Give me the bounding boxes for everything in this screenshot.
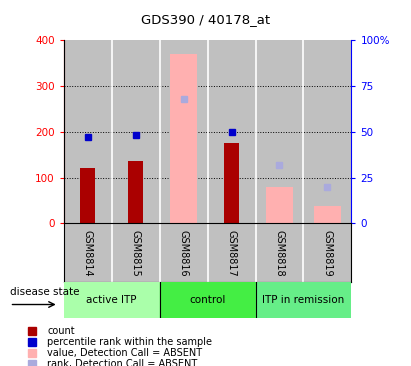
Bar: [256, 282, 351, 318]
Bar: [112, 40, 159, 223]
Text: active ITP: active ITP: [86, 295, 137, 305]
Bar: [64, 282, 159, 318]
Bar: [208, 40, 256, 223]
Bar: [256, 40, 303, 223]
Text: ITP in remission: ITP in remission: [262, 295, 344, 305]
Bar: [314, 206, 341, 223]
Text: control: control: [189, 295, 226, 305]
Text: GDS390 / 40178_at: GDS390 / 40178_at: [141, 13, 270, 26]
Bar: [171, 54, 197, 223]
Text: rank, Detection Call = ABSENT: rank, Detection Call = ABSENT: [47, 359, 198, 366]
Text: GSM8815: GSM8815: [131, 230, 141, 277]
Bar: [159, 282, 256, 318]
Bar: [64, 40, 112, 223]
Bar: [81, 168, 95, 223]
Bar: [266, 187, 293, 223]
Text: value, Detection Call = ABSENT: value, Detection Call = ABSENT: [47, 348, 203, 358]
Text: disease state: disease state: [9, 287, 79, 297]
Bar: [128, 161, 143, 223]
Bar: [159, 40, 208, 223]
Text: GSM8818: GSM8818: [275, 230, 284, 277]
Text: GSM8819: GSM8819: [323, 230, 332, 277]
Text: GSM8816: GSM8816: [179, 230, 189, 277]
Text: GSM8814: GSM8814: [83, 230, 92, 277]
Text: GSM8817: GSM8817: [226, 230, 236, 277]
Bar: [224, 143, 239, 223]
Text: percentile rank within the sample: percentile rank within the sample: [47, 337, 212, 347]
Text: count: count: [47, 326, 75, 336]
Bar: [303, 40, 351, 223]
